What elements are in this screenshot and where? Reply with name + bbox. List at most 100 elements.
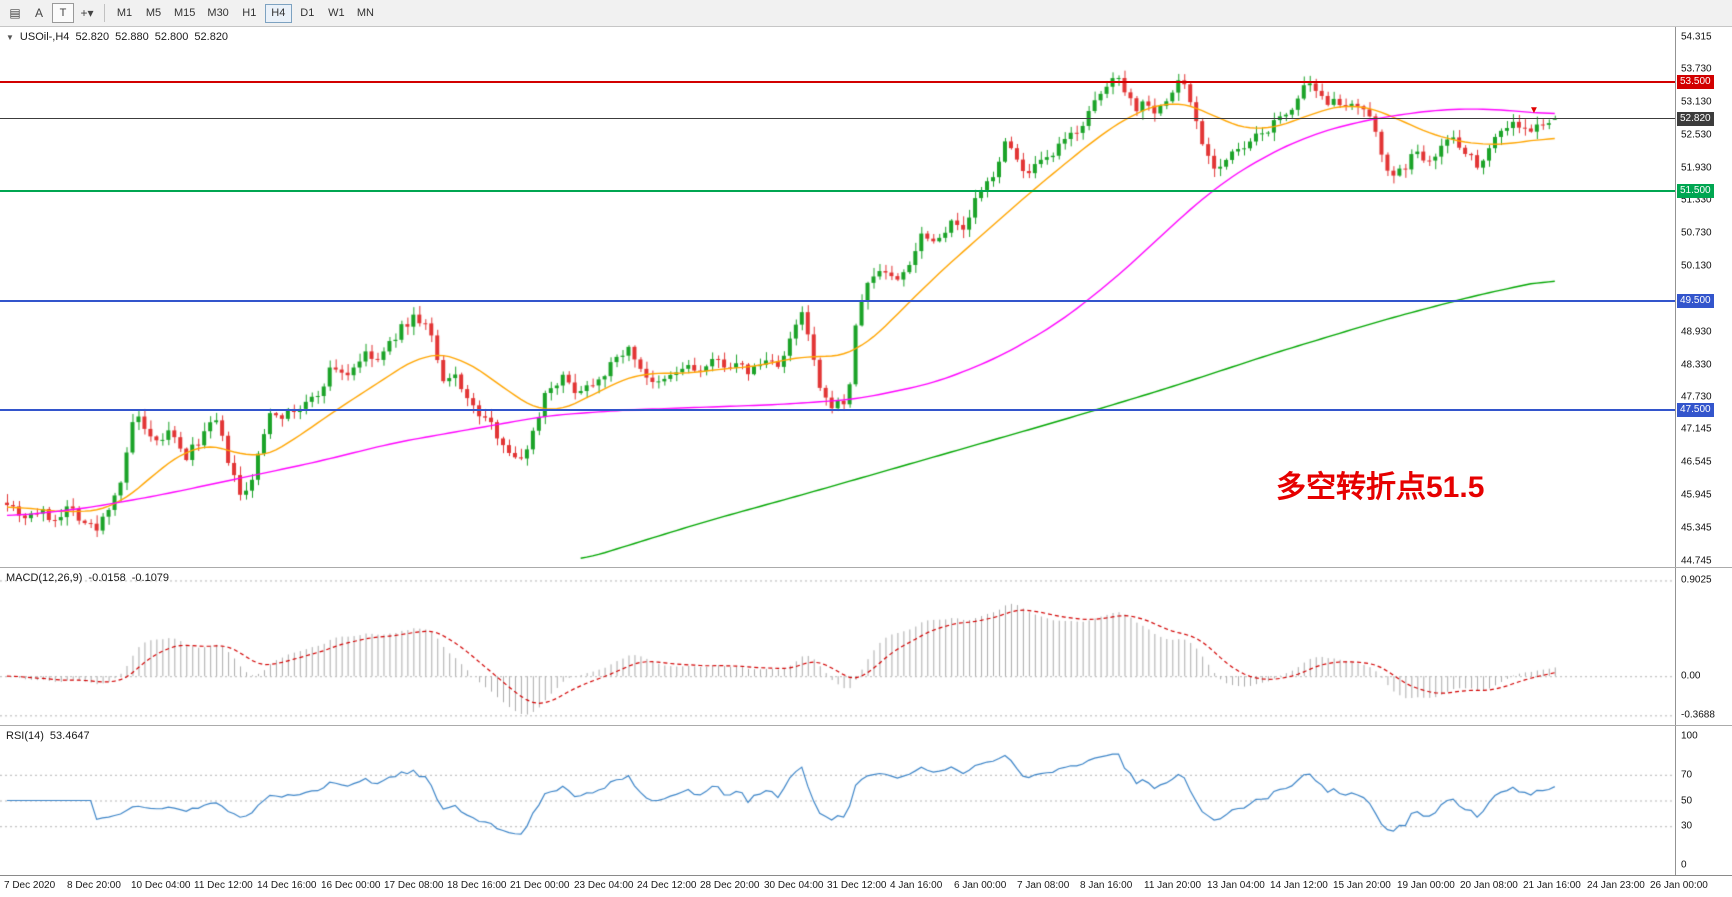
time-axis-label: 4 Jan 16:00 [890,880,943,891]
time-axis-label: 6 Jan 00:00 [954,880,1007,891]
rsi-axis[interactable]: 100 70 50 30 0 [1675,726,1732,875]
toolbar-separator [104,4,105,22]
time-axis-label: 8 Jan 16:00 [1080,880,1133,891]
price-axis-label: 54.315 [1681,31,1712,43]
text-a-button[interactable]: A [34,6,43,20]
price-axis-label: 46.545 [1681,456,1712,468]
price-axis-label: 44.745 [1681,555,1712,567]
time-axis-label: 20 Jan 08:00 [1460,880,1518,891]
macd-canvas [0,568,1675,725]
open-value: 52.820 [75,31,110,43]
timeframe-mn[interactable]: MN [352,4,379,23]
time-axis-label: 18 Dec 16:00 [447,880,507,891]
rsi-header: RSI(14) 53.4647 [6,730,90,742]
price-axis[interactable]: 54.315 53.730 53.130 52.530 51.930 51.330 50.7… [1675,27,1732,567]
rsi-axis-label: 100 [1681,730,1698,742]
price-badge-52.820: 52.820 [1677,111,1714,126]
macd-label: MACD(12,26,9) [6,572,83,584]
level-line-53.500[interactable] [0,80,1675,83]
price-chart-panel: ▼ USOil-,H4 52.820 52.880 52.800 52.820 … [0,27,1732,567]
rsi-axis-label: 0 [1681,859,1687,871]
rsi-value: 53.4647 [49,730,90,742]
macd-main-value: -0.0158 [88,572,126,584]
macd-plot[interactable]: MACD(12,26,9) -0.0158 -0.1079 [0,568,1675,725]
time-axis-label: 15 Jan 20:00 [1333,880,1391,891]
time-axis-label: 14 Jan 12:00 [1270,880,1328,891]
macd-axis-label: 0.9025 [1681,574,1712,586]
price-badge-49.500: 49.500 [1677,293,1714,308]
macd-axis-label: 0.00 [1681,670,1701,682]
macd-axis[interactable]: 0.9025 0.00 -0.3688 [1675,568,1732,725]
time-axis-label: 28 Dec 20:00 [700,880,760,891]
level-line-51.500[interactable] [0,190,1675,193]
time-axis-label: 16 Dec 00:00 [321,880,381,891]
price-axis-label: 48.930 [1681,326,1712,338]
timeframe-d1[interactable]: D1 [294,4,321,23]
level-line-47.500[interactable] [0,408,1675,411]
timeframe-h1[interactable]: H1 [236,4,263,23]
high-value: 52.880 [115,31,149,43]
time-axis[interactable]: 7 Dec 2020 8 Dec 20:00 10 Dec 04:00 11 Dec … [0,875,1732,897]
rsi-label: RSI(14) [6,730,44,742]
time-axis-label: 11 Dec 12:00 [194,880,253,891]
drawing-tools-group: ▤ A T +▾ [4,3,98,23]
time-axis-label: 24 Jan 23:00 [1587,880,1645,891]
close-value: 52.820 [194,31,229,43]
price-canvas [0,27,1675,567]
chart-header: ▼ USOil-,H4 52.820 52.880 52.800 52.820 [6,31,228,43]
timeframe-group: M1 M5 M15 M30 H1 H4 D1 W1 MN [111,3,379,23]
crosshair-button[interactable]: +▾ [80,6,94,20]
macd-panel: MACD(12,26,9) -0.0158 -0.1079 0.9025 0.00… [0,567,1732,725]
rsi-panel: RSI(14) 53.4647 100 70 50 30 0 [0,725,1732,875]
macd-header: MACD(12,26,9) -0.0158 -0.1079 [6,572,169,584]
collapse-icon[interactable]: ▼ [6,33,14,42]
rsi-axis-label: 70 [1681,769,1693,781]
rsi-canvas [0,726,1675,875]
price-axis-label: 48.330 [1681,359,1712,371]
time-axis-label: 17 Dec 08:00 [384,880,444,891]
timeframe-m30[interactable]: M30 [202,4,233,23]
time-axis-label: 24 Dec 12:00 [637,880,697,891]
time-axis-label: 14 Dec 16:00 [257,880,317,891]
price-badge-53.500: 53.500 [1677,74,1714,89]
price-badge-51.500: 51.500 [1677,184,1714,199]
price-axis-label: 47.730 [1681,391,1712,403]
time-axis-label: 7 Dec 2020 [4,880,56,891]
time-axis-label: 30 Dec 04:00 [764,880,824,891]
price-axis-label: 45.345 [1681,522,1712,534]
symbol-label: USOil-,H4 [19,31,70,43]
timeframe-m5[interactable]: M5 [140,4,167,23]
price-axis-label: 47.145 [1681,423,1712,435]
price-axis-label: 53.730 [1681,63,1712,75]
price-badge-47.500: 47.500 [1677,402,1714,417]
price-axis-label: 50.130 [1681,260,1712,272]
chart-window-icon[interactable]: ▤ [9,6,21,20]
time-axis-label: 21 Dec 00:00 [510,880,570,891]
sell-arrow-marker[interactable]: ▼ [1529,105,1539,116]
low-value: 52.800 [154,31,189,43]
chart-annotation-text[interactable]: 多空转折点51.5 [1276,471,1485,504]
timeframe-m1[interactable]: M1 [111,4,138,23]
rsi-plot[interactable]: RSI(14) 53.4647 [0,726,1675,875]
timeframe-m15[interactable]: M15 [169,4,200,23]
time-axis-label: 21 Jan 16:00 [1523,880,1581,891]
price-axis-label: 52.530 [1681,129,1712,141]
current-price-line[interactable] [0,118,1675,120]
timeframe-w1[interactable]: W1 [323,4,350,23]
price-axis-label: 50.730 [1681,227,1712,239]
price-axis-label: 45.945 [1681,489,1712,501]
time-axis-label: 13 Jan 04:00 [1207,880,1265,891]
main-toolbar: ▤ A T +▾ M1 M5 M15 M30 H1 H4 D1 W1 MN [0,0,1732,27]
time-axis-label: 19 Jan 00:00 [1397,880,1455,891]
price-axis-label: 51.330 [1681,194,1712,206]
time-axis-label: 8 Dec 20:00 [67,880,121,891]
time-axis-label: 23 Dec 04:00 [574,880,634,891]
level-line-49.500[interactable] [0,299,1675,302]
time-axis-label: 7 Jan 08:00 [1017,880,1070,891]
time-axis-label: 11 Jan 20:00 [1144,880,1202,891]
price-chart-plot[interactable]: ▼ USOil-,H4 52.820 52.880 52.800 52.820 … [0,27,1675,567]
rsi-axis-label: 50 [1681,795,1693,806]
macd-signal-value: -0.1079 [131,572,170,584]
text-t-button[interactable]: T [52,3,74,23]
timeframe-h4[interactable]: H4 [264,3,292,23]
